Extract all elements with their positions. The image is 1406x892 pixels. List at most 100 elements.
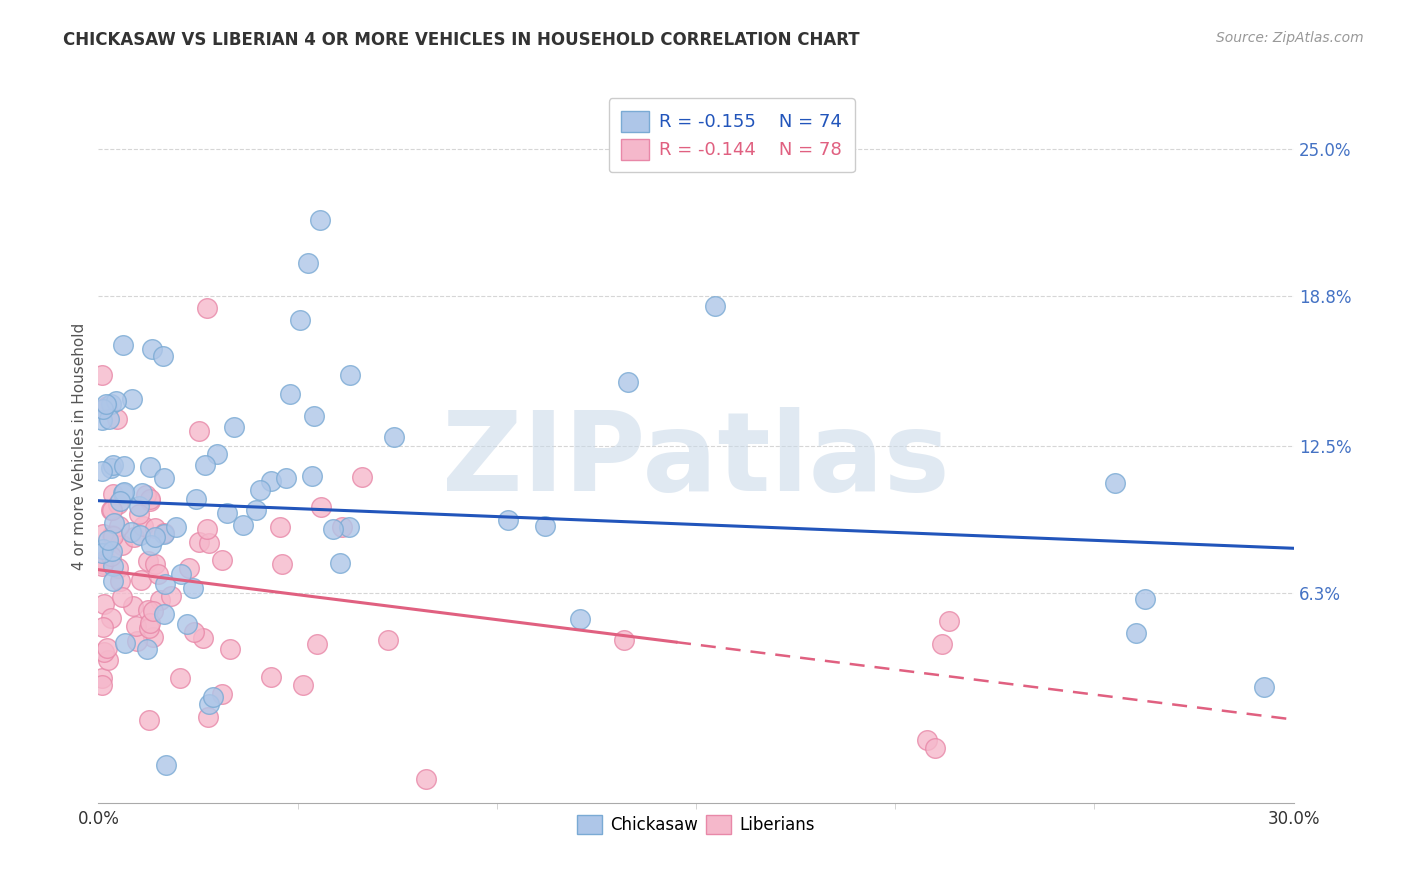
- Point: [309, 500, 332, 515]
- Point: [128, 507, 150, 521]
- Point: [103, 516, 125, 531]
- Point: [91, 678, 114, 692]
- Point: [155, 577, 177, 591]
- Point: [177, 560, 200, 574]
- Point: [153, 525, 176, 540]
- Point: [114, 485, 136, 500]
- Point: [309, 213, 332, 227]
- Point: [91, 368, 114, 382]
- Point: [152, 470, 174, 484]
- Point: [146, 566, 169, 581]
- Point: [114, 636, 136, 650]
- Point: [94, 552, 117, 566]
- Point: [232, 518, 254, 533]
- Point: [195, 522, 218, 536]
- Point: [127, 634, 149, 648]
- Point: [101, 528, 124, 542]
- Point: [195, 301, 218, 316]
- Point: [307, 637, 329, 651]
- Point: [931, 637, 953, 651]
- Point: [138, 621, 160, 635]
- Point: [108, 518, 131, 533]
- Point: [159, 589, 181, 603]
- Point: [202, 690, 225, 704]
- Point: [617, 375, 640, 389]
- Point: [139, 538, 162, 552]
- Point: [211, 687, 233, 701]
- Point: [129, 528, 152, 542]
- Point: [260, 670, 283, 684]
- Point: [205, 447, 228, 461]
- Point: [121, 392, 143, 406]
- Point: [152, 349, 174, 363]
- Point: [91, 464, 114, 478]
- Point: [153, 607, 176, 621]
- Point: [569, 612, 592, 626]
- Point: [96, 640, 118, 655]
- Point: [91, 402, 114, 417]
- Point: [110, 574, 132, 588]
- Point: [136, 603, 159, 617]
- Point: [91, 526, 114, 541]
- Point: [125, 618, 148, 632]
- Point: [188, 424, 211, 438]
- Point: [191, 631, 214, 645]
- Point: [165, 520, 187, 534]
- Legend: Chickasaw, Liberians: Chickasaw, Liberians: [569, 808, 823, 841]
- Point: [322, 522, 344, 536]
- Point: [245, 502, 267, 516]
- Point: [91, 558, 114, 572]
- Point: [132, 519, 155, 533]
- Point: [339, 368, 361, 383]
- Point: [105, 412, 128, 426]
- Point: [91, 620, 114, 634]
- Point: [143, 558, 166, 572]
- Point: [176, 616, 198, 631]
- Point: [100, 503, 122, 517]
- Point: [184, 491, 207, 506]
- Point: [94, 397, 117, 411]
- Point: [136, 641, 159, 656]
- Point: [194, 458, 217, 472]
- Point: [534, 519, 557, 533]
- Point: [97, 533, 120, 548]
- Point: [136, 554, 159, 568]
- Point: [101, 487, 124, 501]
- Point: [197, 697, 219, 711]
- Point: [1104, 475, 1126, 490]
- Point: [249, 483, 271, 497]
- Point: [128, 499, 150, 513]
- Point: [124, 531, 146, 545]
- Point: [139, 491, 162, 506]
- Point: [924, 740, 946, 755]
- Point: [377, 632, 399, 647]
- Point: [101, 544, 124, 558]
- Y-axis label: 4 or more Vehicles in Household: 4 or more Vehicles in Household: [72, 322, 87, 570]
- Point: [91, 546, 114, 560]
- Point: [111, 590, 134, 604]
- Text: Source: ZipAtlas.com: Source: ZipAtlas.com: [1216, 31, 1364, 45]
- Point: [1125, 625, 1147, 640]
- Point: [337, 520, 360, 534]
- Point: [101, 558, 124, 573]
- Point: [96, 399, 118, 413]
- Point: [382, 430, 405, 444]
- Point: [170, 567, 193, 582]
- Point: [91, 558, 114, 573]
- Point: [141, 342, 163, 356]
- Point: [219, 642, 242, 657]
- Point: [291, 678, 314, 692]
- Point: [288, 313, 311, 327]
- Point: [100, 461, 122, 475]
- Point: [121, 599, 143, 613]
- Point: [704, 300, 727, 314]
- Point: [112, 486, 135, 500]
- Point: [91, 671, 114, 685]
- Point: [169, 671, 191, 685]
- Point: [1133, 591, 1156, 606]
- Point: [107, 497, 129, 511]
- Point: [612, 632, 634, 647]
- Point: [91, 413, 114, 427]
- Point: [304, 409, 326, 424]
- Point: [111, 538, 134, 552]
